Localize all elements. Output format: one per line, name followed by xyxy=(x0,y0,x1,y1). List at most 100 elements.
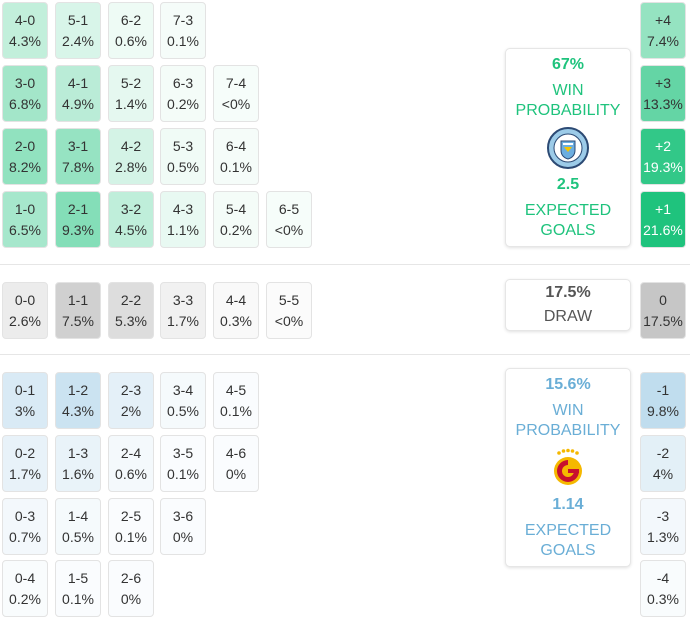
probability-label: 0.1% xyxy=(167,32,199,49)
score-cell: 4-2 2.8% xyxy=(108,128,154,185)
score-label: 3-0 xyxy=(14,74,36,91)
score-label: 3-4 xyxy=(172,381,194,398)
probability-label: 4% xyxy=(652,465,674,482)
section-divider xyxy=(0,354,690,355)
probability-label: 9.3% xyxy=(62,221,94,238)
score-label: 5-1 xyxy=(67,11,89,28)
probability-label: 0.2% xyxy=(9,590,41,607)
score-label: 5-3 xyxy=(172,137,194,154)
score-label: 3-6 xyxy=(172,507,194,524)
score-label: 4-1 xyxy=(67,74,89,91)
score-label: 0-2 xyxy=(14,444,36,461)
probability-label: 3% xyxy=(14,402,36,419)
probability-label: 0.5% xyxy=(167,158,199,175)
score-label: 4-4 xyxy=(225,291,247,308)
score-cell: 2-6 0% xyxy=(108,560,154,617)
score-label: 6-5 xyxy=(278,200,300,217)
probability-label: 4.9% xyxy=(62,95,94,112)
probability-label: 0.3% xyxy=(647,590,679,607)
draw-probability-value: 17.5% xyxy=(545,284,591,301)
score-cell: 3-1 7.8% xyxy=(55,128,101,185)
goal-margin-cell: -2 4% xyxy=(640,435,686,492)
probability-label: 7.5% xyxy=(62,312,94,329)
probability-label: 0.1% xyxy=(167,465,199,482)
probability-label: 0.1% xyxy=(220,158,252,175)
goal-margin-cell: -3 1.3% xyxy=(640,498,686,555)
probability-label: 9.8% xyxy=(647,402,679,419)
score-label: 7-3 xyxy=(172,11,194,28)
away-win-probability-value: 15.6% xyxy=(545,376,591,393)
probability-label: 0.5% xyxy=(167,402,199,419)
score-label: 1-0 xyxy=(14,200,36,217)
score-cell: 6-2 0.6% xyxy=(108,2,154,59)
score-label: 2-4 xyxy=(120,444,142,461)
score-cell: 0-3 0.7% xyxy=(2,498,48,555)
goal-margin-cell: +3 13.3% xyxy=(640,65,686,122)
probability-label: 0% xyxy=(225,465,247,482)
score-label: 3-5 xyxy=(172,444,194,461)
score-cell: 2-2 5.3% xyxy=(108,282,154,339)
score-label: -3 xyxy=(656,507,670,524)
probability-label: 2% xyxy=(120,402,142,419)
probability-label: 1.4% xyxy=(115,95,147,112)
probability-label: PROBABILITY xyxy=(515,422,621,439)
section-divider xyxy=(0,264,690,265)
score-label: 4-3 xyxy=(172,200,194,217)
probability-label: 0.1% xyxy=(220,402,252,419)
probability-label: 19.3% xyxy=(643,158,683,175)
probability-label: 4.3% xyxy=(62,402,94,419)
score-label: 2-0 xyxy=(14,137,36,154)
score-cell: 3-3 1.7% xyxy=(160,282,206,339)
probability-label: 0.1% xyxy=(62,590,94,607)
probability-label: PROBABILITY xyxy=(515,102,621,119)
score-label: 0-1 xyxy=(14,381,36,398)
probability-label: 6.8% xyxy=(9,95,41,112)
score-cell: 2-0 8.2% xyxy=(2,128,48,185)
probability-label: 7.4% xyxy=(647,32,679,49)
score-label: 6-4 xyxy=(225,137,247,154)
probability-label: 8.2% xyxy=(9,158,41,175)
probability-label: 13.3% xyxy=(643,95,683,112)
score-cell: 1-2 4.3% xyxy=(55,372,101,429)
score-cell: 4-5 0.1% xyxy=(213,372,259,429)
score-cell: 7-3 0.1% xyxy=(160,2,206,59)
goal-margin-cell: 0 17.5% xyxy=(640,282,686,339)
score-cell: 3-0 6.8% xyxy=(2,65,48,122)
probability-label: 6.5% xyxy=(9,221,41,238)
probability-label: 0.3% xyxy=(220,312,252,329)
probability-label: 2.8% xyxy=(115,158,147,175)
probability-label: 1.3% xyxy=(647,528,679,545)
score-label: 1-4 xyxy=(67,507,89,524)
probability-label: 4.3% xyxy=(9,32,41,49)
probability-label: 0% xyxy=(172,528,194,545)
score-label: 1-2 xyxy=(67,381,89,398)
probability-label: 2.6% xyxy=(9,312,41,329)
score-label: 5-2 xyxy=(120,74,142,91)
score-label: 2-3 xyxy=(120,381,142,398)
score-label: 4-5 xyxy=(225,381,247,398)
score-label: +4 xyxy=(655,11,671,28)
probability-label: 2.4% xyxy=(62,32,94,49)
probability-label: <0% xyxy=(221,95,251,112)
score-cell: 3-6 0% xyxy=(160,498,206,555)
score-cell: 1-4 0.5% xyxy=(55,498,101,555)
score-cell: 5-2 1.4% xyxy=(108,65,154,122)
score-cell: 0-2 1.7% xyxy=(2,435,48,492)
score-cell: 6-5 <0% xyxy=(266,191,312,248)
score-cell: 2-3 2% xyxy=(108,372,154,429)
score-cell: 1-3 1.6% xyxy=(55,435,101,492)
probability-label: 0.2% xyxy=(167,95,199,112)
expected-label: EXPECTED xyxy=(524,202,612,219)
score-cell: 2-4 0.6% xyxy=(108,435,154,492)
score-cell: 3-4 0.5% xyxy=(160,372,206,429)
expected-label: EXPECTED xyxy=(524,522,612,539)
score-label: 0-0 xyxy=(14,291,36,308)
probability-label: 0.5% xyxy=(62,528,94,545)
score-label: 4-0 xyxy=(14,11,36,28)
probability-label: 7.8% xyxy=(62,158,94,175)
score-label: 5-4 xyxy=(225,200,247,217)
score-label: 6-3 xyxy=(172,74,194,91)
score-cell: 2-1 9.3% xyxy=(55,191,101,248)
away-expected-goals-value: 1.14 xyxy=(552,496,584,513)
probability-label: <0% xyxy=(274,312,304,329)
